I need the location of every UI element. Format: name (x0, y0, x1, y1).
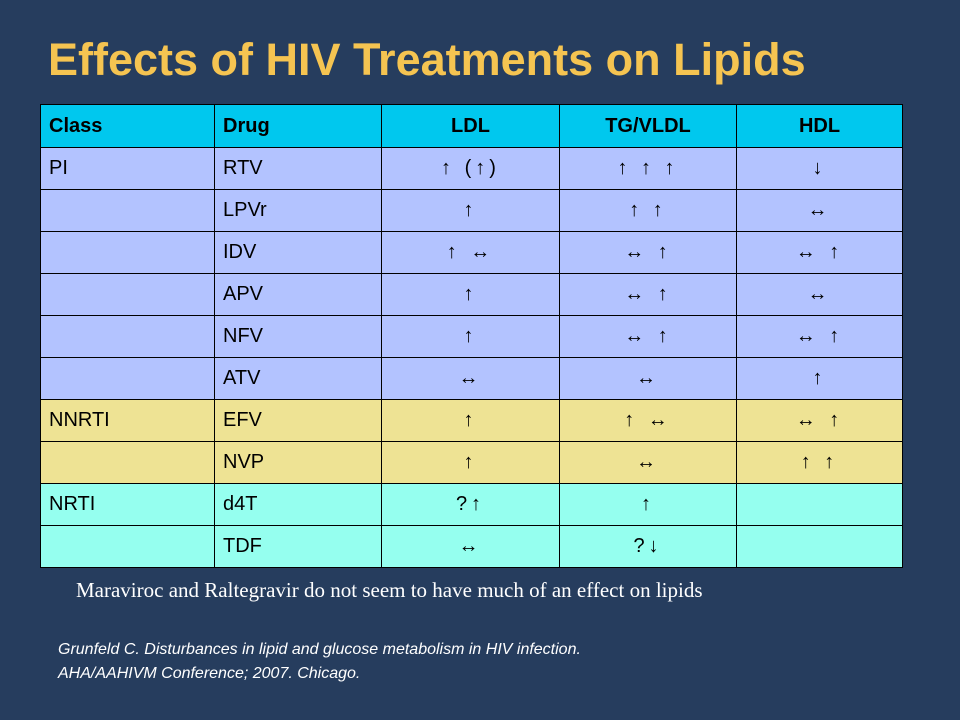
lipid-effect-note: Maraviroc and Raltegravir do not seem to… (76, 578, 703, 602)
header-tg-vldl: TG/VLDL (559, 104, 737, 148)
hdl-cell (736, 525, 903, 568)
drug-cell: TDF (214, 525, 382, 568)
ldl-cell: ↑ (381, 189, 560, 232)
ldl-cell: ↑ (↑) (381, 147, 560, 190)
table-row: NFV ↑ ↔ ↑ ↔ ↑ (40, 315, 903, 358)
table-row: NNRTI EFV ↑ ↑ ↔ ↔ ↑ (40, 399, 903, 442)
tg-vldl-cell: ↔ (559, 441, 737, 484)
ldl-cell: ↑ (381, 315, 560, 358)
class-cell: NNRTI (40, 399, 215, 442)
table-header-row: Class Drug LDL TG/VLDL HDL (40, 104, 903, 148)
drug-cell: NFV (214, 315, 382, 358)
drug-cell: NVP (214, 441, 382, 484)
ldl-cell: ↔ (381, 357, 560, 400)
hdl-cell (736, 483, 903, 526)
hdl-cell: ↑ (736, 357, 903, 400)
header-drug: Drug (214, 104, 382, 148)
tg-vldl-cell: ↔ (559, 357, 737, 400)
slide-title: Effects of HIV Treatments on Lipids (48, 34, 806, 85)
hdl-cell: ↔ (736, 189, 903, 232)
ldl-cell: ?↑ (381, 483, 560, 526)
header-ldl: LDL (381, 104, 560, 148)
hdl-cell: ↔ ↑ (736, 315, 903, 358)
tg-vldl-cell: ↑ ↑ ↑ (559, 147, 737, 190)
tg-vldl-cell: ↑ ↑ (559, 189, 737, 232)
hdl-cell: ↔ ↑ (736, 231, 903, 274)
class-cell (40, 315, 215, 358)
drug-cell: IDV (214, 231, 382, 274)
citation: Grunfeld C. Disturbances in lipid and gl… (58, 638, 581, 686)
table-row: IDV ↑ ↔ ↔ ↑ ↔ ↑ (40, 231, 903, 274)
tg-vldl-cell: ↔ ↑ (559, 231, 737, 274)
hdl-cell: ↔ ↑ (736, 399, 903, 442)
hdl-cell: ↔ (736, 273, 903, 316)
drug-cell: RTV (214, 147, 382, 190)
tg-vldl-cell: ↔ ↑ (559, 315, 737, 358)
class-cell (40, 231, 215, 274)
class-cell: PI (40, 147, 215, 190)
hdl-cell: ↓ (736, 147, 903, 190)
citation-line-1: Grunfeld C. Disturbances in lipid and gl… (58, 641, 581, 658)
class-cell (40, 525, 215, 568)
drug-cell: ATV (214, 357, 382, 400)
ldl-cell: ↑ ↔ (381, 231, 560, 274)
class-cell (40, 357, 215, 400)
tg-vldl-cell: ?↓ (559, 525, 737, 568)
lipid-effects-table: Class Drug LDL TG/VLDL HDL PI RTV ↑ (↑) … (40, 104, 903, 568)
ldl-cell: ↑ (381, 273, 560, 316)
class-cell (40, 189, 215, 232)
header-class: Class (40, 104, 215, 148)
table-row: PI RTV ↑ (↑) ↑ ↑ ↑ ↓ (40, 147, 903, 190)
drug-cell: d4T (214, 483, 382, 526)
ldl-cell: ↔ (381, 525, 560, 568)
hdl-cell: ↑ ↑ (736, 441, 903, 484)
tg-vldl-cell: ↑ ↔ (559, 399, 737, 442)
class-cell (40, 273, 215, 316)
tg-vldl-cell: ↑ (559, 483, 737, 526)
table-row: NRTI d4T ?↑ ↑ (40, 483, 903, 526)
tg-vldl-cell: ↔ ↑ (559, 273, 737, 316)
ldl-cell: ↑ (381, 399, 560, 442)
header-hdl: HDL (736, 104, 903, 148)
table-row: NVP ↑ ↔ ↑ ↑ (40, 441, 903, 484)
drug-cell: APV (214, 273, 382, 316)
table-row: TDF ↔ ?↓ (40, 525, 903, 568)
drug-cell: EFV (214, 399, 382, 442)
ldl-cell: ↑ (381, 441, 560, 484)
class-cell: NRTI (40, 483, 215, 526)
table-row: ATV ↔ ↔ ↑ (40, 357, 903, 400)
class-cell (40, 441, 215, 484)
table-row: LPVr ↑ ↑ ↑ ↔ (40, 189, 903, 232)
table-row: APV ↑ ↔ ↑ ↔ (40, 273, 903, 316)
citation-line-2: AHA/AAHIVM Conference; 2007. Chicago. (58, 665, 361, 682)
drug-cell: LPVr (214, 189, 382, 232)
